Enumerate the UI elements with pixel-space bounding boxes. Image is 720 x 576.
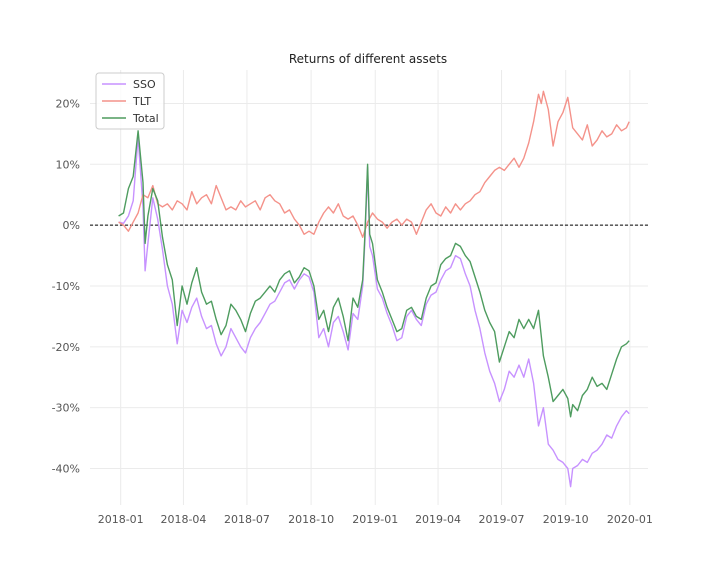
legend-box xyxy=(95,72,165,130)
series-line-total xyxy=(118,130,630,418)
series-line-sso xyxy=(118,136,630,488)
x-tick-label: 2018-01 xyxy=(98,513,144,526)
y-tick-label: -10% xyxy=(52,280,80,293)
x-tick-labels: 2018-01 2018-04 2018-07 2018-10 2019-01 2019-… xyxy=(98,513,653,526)
x-tick-label: 2020-01 xyxy=(607,513,653,526)
y-tick-labels: 20% 10% 0% -10% -20% -30% -40% xyxy=(52,97,80,475)
x-tick-label: 2019-07 xyxy=(479,513,525,526)
y-tick-label: -40% xyxy=(52,462,80,475)
gridlines xyxy=(90,70,648,505)
y-tick-label: -30% xyxy=(52,402,80,415)
y-tick-label: 0% xyxy=(63,219,80,232)
legend-label-total: Total xyxy=(132,112,159,125)
y-tick-label: -20% xyxy=(52,341,80,354)
x-tick-label: 2018-04 xyxy=(160,513,206,526)
legend-label-tlt: TLT xyxy=(132,95,151,108)
x-tick-label: 2018-07 xyxy=(224,513,270,526)
chart-title: Returns of different assets xyxy=(289,52,447,66)
y-tick-label: 10% xyxy=(56,158,80,171)
series-lines xyxy=(118,90,630,488)
series-line-tlt xyxy=(118,90,630,238)
x-tick-label: 2019-10 xyxy=(543,513,589,526)
legend-label-sso: SSO xyxy=(133,78,156,91)
x-tick-label: 2018-10 xyxy=(288,513,334,526)
x-tick-label: 2019-04 xyxy=(415,513,461,526)
y-tick-label: 20% xyxy=(56,97,80,110)
x-tick-label: 2019-01 xyxy=(352,513,398,526)
legend: SSO TLT Total xyxy=(95,72,165,130)
